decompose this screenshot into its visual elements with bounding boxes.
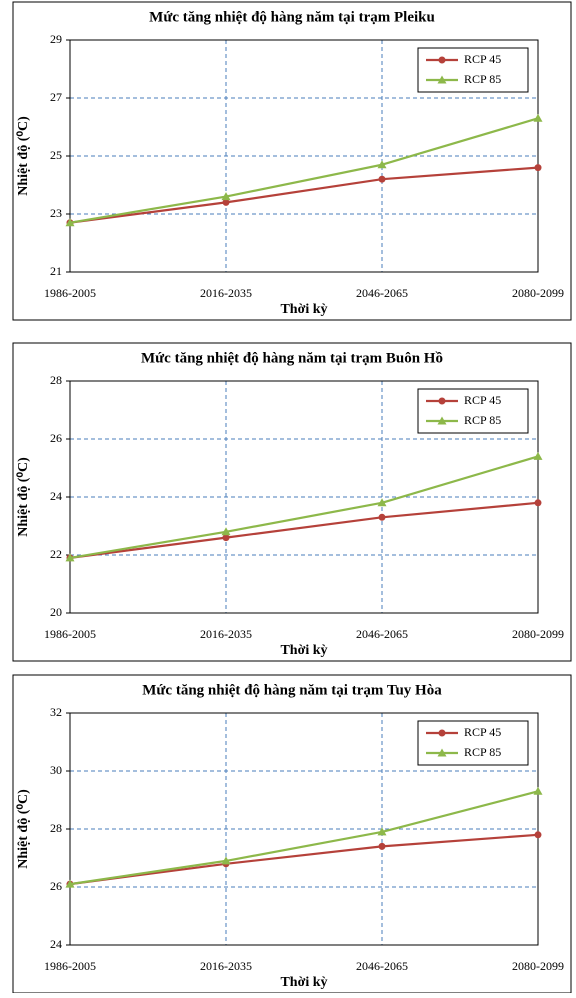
data-point [222,534,230,542]
x-tick-label: 1986-2005 [44,959,96,973]
data-point [221,192,231,201]
data-point [377,827,387,836]
legend-label: RCP 45 [464,393,501,407]
x-tick-label: 2016-2035 [200,959,252,973]
y-tick-label: 30 [50,763,62,777]
y-tick-label: 24 [50,937,62,951]
chart-panel: Mức tăng nhiệt độ hàng năm tại trạm Buôn… [12,342,572,662]
x-axis-label: Thời kỳ [280,975,327,990]
x-tick-label: 2080-2099 [512,959,564,973]
y-tick-label: 23 [50,206,62,220]
data-point [222,198,230,206]
y-tick-label: 28 [50,821,62,835]
data-point [534,499,542,507]
legend-box [417,388,529,434]
y-tick-label: 28 [50,373,62,387]
x-tick-label: 2016-2035 [200,286,252,300]
y-tick-label: 20 [50,605,62,619]
legend-marker [437,75,447,84]
plot-frame [69,712,539,946]
y-tick-label: 25 [50,148,62,162]
x-tick-label: 2080-2099 [512,286,564,300]
series-line [69,455,539,559]
x-tick-label: 2046-2065 [356,627,408,641]
y-axis-label: Nhiệt độ (⁰C) [16,116,31,196]
legend-marker [438,729,446,737]
y-axis-label: Nhiệt độ (⁰C) [16,789,31,869]
legend-label: RCP 85 [464,413,501,427]
series-line [69,501,539,559]
chart-panel: Mức tăng nhiệt độ hàng năm tại trạm Plei… [12,1,572,321]
plot-frame [69,380,539,614]
data-point [534,831,542,839]
chart-panel: Mức tăng nhiệt độ hàng năm tại trạm Tuy … [12,674,572,994]
data-point [378,175,386,183]
chart-title: Mức tăng nhiệt độ hàng năm tại trạm Tuy … [142,682,442,698]
legend-marker [437,416,447,425]
series-line [69,833,539,886]
data-point [533,451,543,460]
chart-title: Mức tăng nhiệt độ hàng năm tại trạm Plei… [149,9,435,25]
y-tick-label: 26 [50,431,62,445]
chart-title: Mức tăng nhiệt độ hàng năm tại trạm Buôn… [141,350,443,366]
x-axis-label: Thời kỳ [280,302,327,317]
legend-marker [438,397,446,405]
y-tick-label: 26 [50,879,62,893]
data-point [221,527,231,536]
y-tick-label: 24 [50,489,62,503]
x-tick-label: 1986-2005 [44,286,96,300]
y-axis-label: Nhiệt độ (⁰C) [16,457,31,537]
legend-box [417,720,529,766]
x-axis-label: Thời kỳ [280,643,327,658]
x-tick-label: 2080-2099 [512,627,564,641]
legend-marker [438,56,446,64]
data-point [65,553,75,562]
legend-label: RCP 45 [464,52,501,66]
data-point [533,786,543,795]
data-point [377,498,387,507]
y-tick-label: 32 [50,705,62,719]
y-tick-label: 22 [50,547,62,561]
series-line [69,166,539,224]
y-tick-label: 29 [50,32,62,46]
series-line [69,790,539,886]
x-tick-label: 2046-2065 [356,286,408,300]
data-point [533,113,543,122]
plot-frame [69,39,539,273]
data-point [221,856,231,865]
y-tick-label: 27 [50,90,62,104]
legend-label: RCP 85 [464,745,501,759]
legend-label: RCP 85 [464,72,501,86]
x-tick-label: 1986-2005 [44,627,96,641]
data-point [378,842,386,850]
data-point [378,513,386,521]
y-tick-label: 21 [50,264,62,278]
data-point [65,218,75,227]
series-line [69,117,539,224]
data-point [534,164,542,172]
x-tick-label: 2016-2035 [200,627,252,641]
x-tick-label: 2046-2065 [356,959,408,973]
data-point [65,879,75,888]
data-point [377,160,387,169]
legend-label: RCP 45 [464,725,501,739]
legend-box [417,47,529,93]
legend-marker [437,748,447,757]
